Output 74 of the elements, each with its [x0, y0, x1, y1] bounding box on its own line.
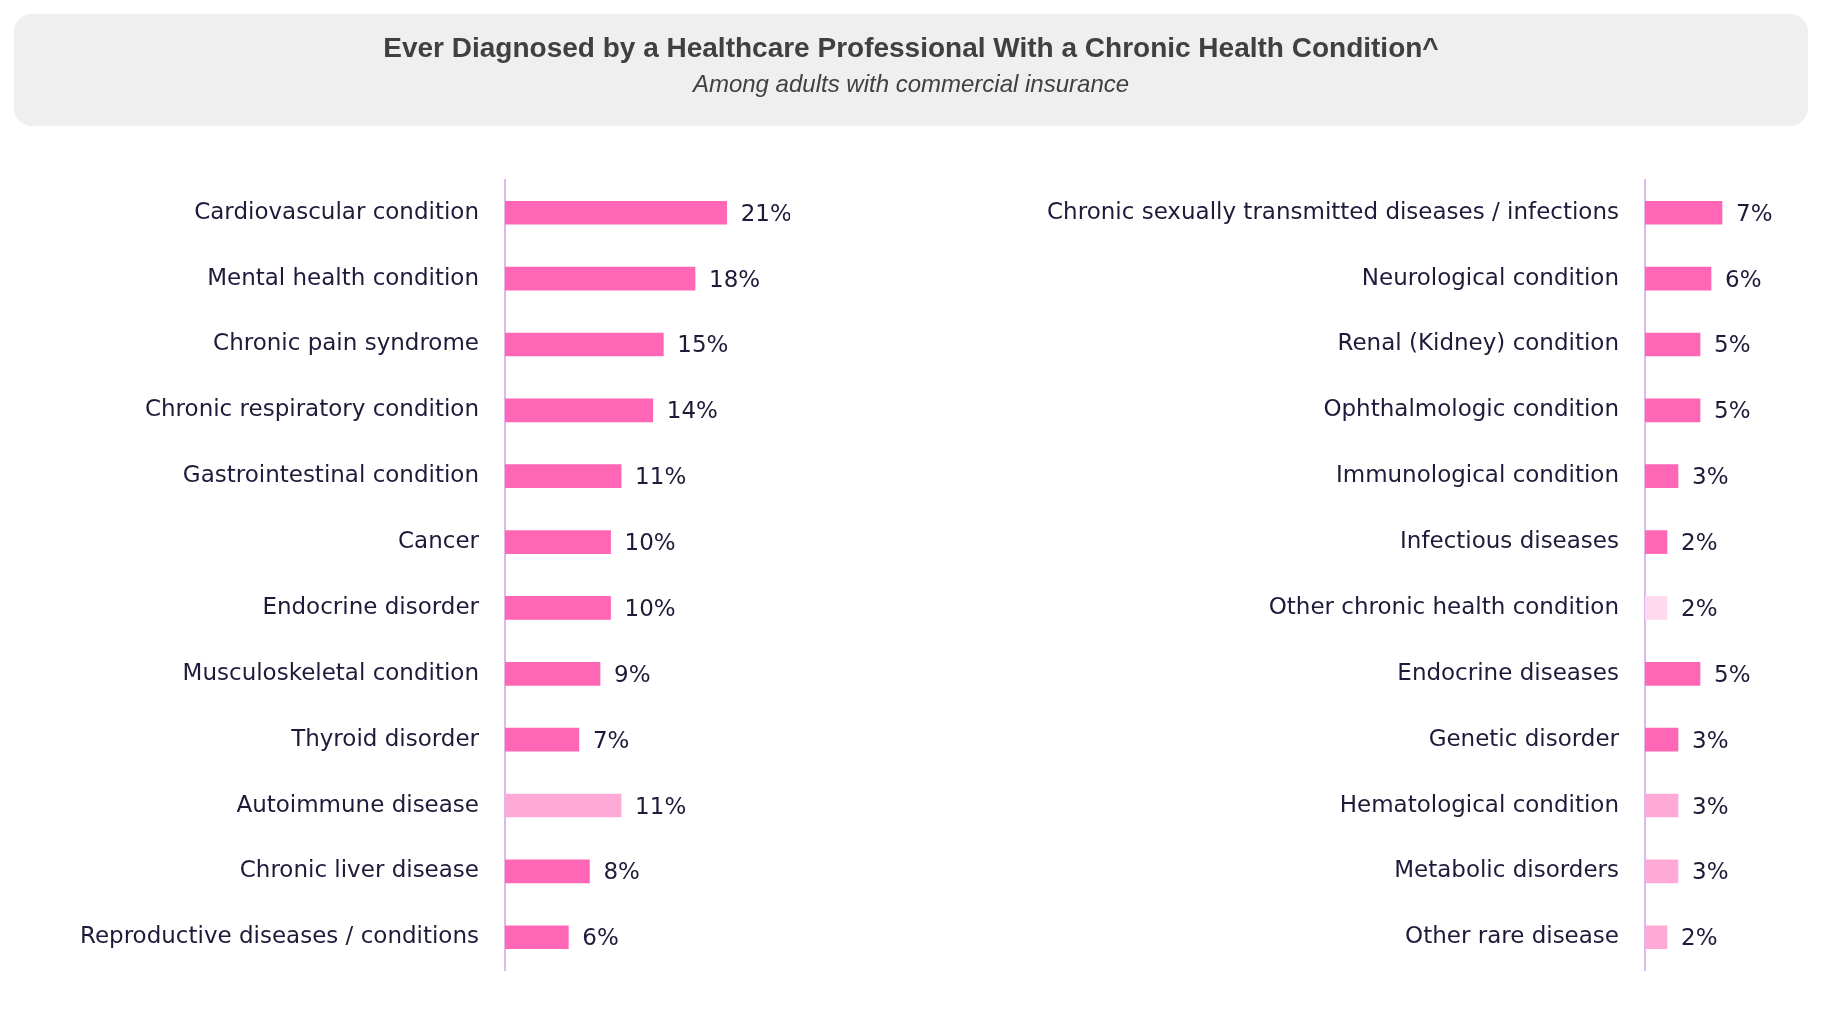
y-tick-label: Ophthalmologic condition: [1323, 395, 1619, 422]
data-label: 6%: [582, 924, 619, 951]
data-label: 3%: [1692, 463, 1729, 490]
bar: [1645, 793, 1679, 818]
bar: [1645, 398, 1701, 423]
bar: [1645, 464, 1679, 489]
data-label: 5%: [1714, 397, 1751, 424]
bar: [505, 200, 727, 225]
y-tick-label: Cancer: [398, 527, 480, 554]
y-tick-label: Other chronic health condition: [1268, 592, 1619, 619]
bar: [505, 727, 580, 752]
bar: [505, 859, 590, 884]
bar: [505, 596, 611, 620]
data-label: 3%: [1692, 726, 1729, 753]
text: Among adults with commercial insurance: [691, 70, 1131, 98]
bar: [505, 661, 601, 686]
y-tick-label: Cardiovascular condition: [194, 197, 479, 224]
data-label: 5%: [1714, 660, 1751, 687]
y-tick-label: Other rare disease: [1405, 922, 1619, 949]
bar: [1645, 596, 1668, 620]
data-label: 15%: [677, 331, 729, 358]
data-label: 11%: [635, 463, 687, 490]
bar: [505, 332, 664, 357]
bar: [1645, 859, 1679, 884]
y-tick-label: Infectious diseases: [1400, 527, 1619, 554]
bar: [1645, 266, 1712, 291]
data-label: 10%: [624, 594, 676, 621]
y-tick-label: Neurological condition: [1361, 263, 1619, 290]
bar: [505, 530, 611, 554]
y-tick-label: Renal (Kidney) condition: [1337, 329, 1619, 356]
data-label: 18%: [709, 265, 761, 292]
y-tick-label: Genetic disorder: [1428, 724, 1620, 751]
text: Ever Diagnosed by a Healthcare Professional With a Chronic Health Condition^: [382, 32, 1440, 64]
bar: [505, 464, 622, 489]
y-tick-label: Thyroid disorder: [290, 724, 480, 751]
y-tick-label: Chronic pain syndrome: [213, 329, 479, 356]
y-tick-label: Immunological condition: [1335, 461, 1619, 488]
y-tick-label: Mental health condition: [207, 263, 479, 290]
y-tick-label: Hematological condition: [1339, 790, 1619, 817]
bar: [1645, 727, 1679, 752]
bar: [505, 398, 654, 423]
bar: [505, 925, 569, 950]
data-label: 2%: [1681, 529, 1718, 556]
data-label: 10%: [624, 529, 676, 556]
y-tick-label: Chronic liver disease: [239, 856, 479, 883]
data-label: 6%: [1725, 265, 1762, 292]
bar: [505, 266, 696, 291]
data-label: 2%: [1681, 594, 1718, 621]
bar: [1645, 332, 1701, 357]
bar: [1645, 530, 1668, 554]
bar: [1645, 661, 1701, 686]
y-tick-label: Chronic respiratory condition: [144, 395, 479, 422]
y-tick-label: Reproductive diseases / conditions: [79, 922, 479, 949]
data-label: 14%: [666, 397, 718, 424]
data-label: 9%: [614, 660, 651, 687]
y-tick-label: Endocrine diseases: [1397, 658, 1619, 685]
y-tick-label: Endocrine disorder: [262, 592, 480, 619]
y-tick-label: Musculoskeletal condition: [182, 658, 479, 685]
bar: [1645, 925, 1668, 950]
data-label: 7%: [1736, 199, 1773, 226]
bar: [505, 793, 622, 818]
y-tick-label: Autoimmune disease: [236, 790, 479, 817]
y-tick-label: Chronic sexually transmitted diseases / infections: [1047, 197, 1619, 224]
data-label: 5%: [1714, 331, 1751, 358]
data-label: 11%: [635, 792, 687, 819]
data-label: 7%: [592, 726, 630, 753]
y-tick-label: Gastrointestinal condition: [182, 461, 479, 488]
data-label: 2%: [1681, 924, 1718, 951]
bar: [1645, 200, 1723, 225]
data-label: 8%: [603, 858, 640, 885]
y-tick-label: Metabolic disorders: [1394, 856, 1619, 883]
data-label: 3%: [1692, 792, 1729, 819]
data-label: 3%: [1692, 858, 1729, 885]
data-label: 21%: [740, 199, 792, 226]
